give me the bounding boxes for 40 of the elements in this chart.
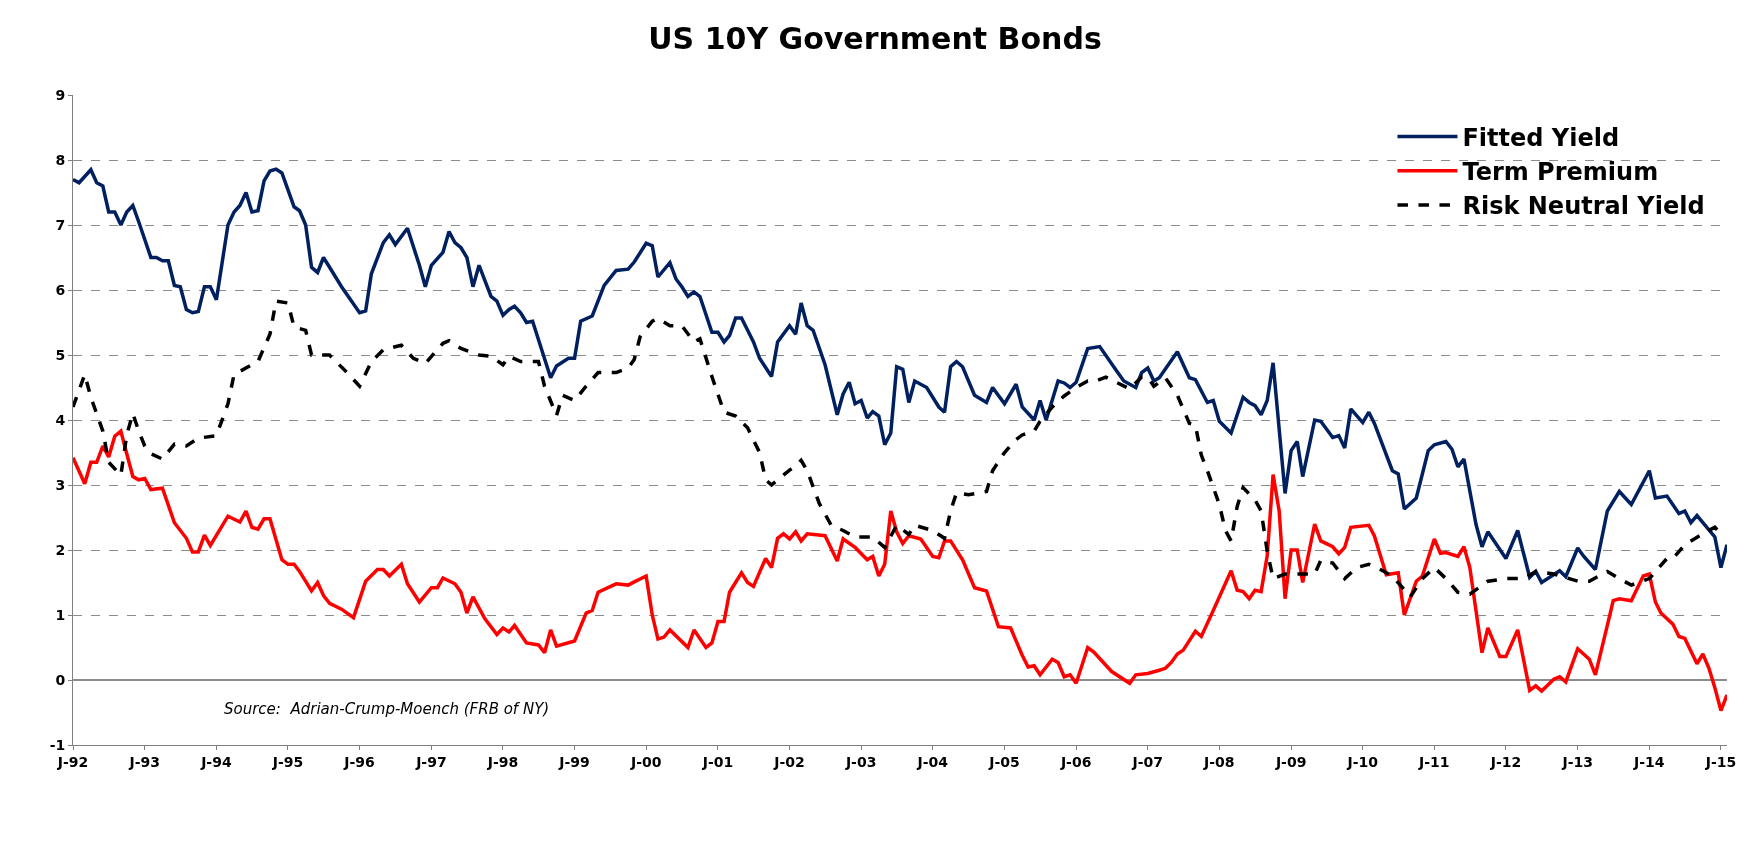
x-tick-label: J-13 (1561, 753, 1593, 770)
x-tick-label: J-10 (1346, 753, 1379, 770)
x-tick-label: J-08 (1203, 753, 1235, 770)
x-tick-label: J-96 (343, 753, 375, 770)
y-tick-label: 5 (55, 346, 66, 363)
x-tick-label: J-02 (773, 753, 805, 770)
y-tick-label: 1 (55, 606, 66, 623)
legend-label: Risk Neutral Yield (1462, 192, 1705, 221)
x-tick-label: J-06 (1059, 753, 1092, 770)
x-tick-label: J-01 (701, 753, 734, 770)
x-tick-label: J-99 (558, 753, 590, 770)
x-tick-label: J-05 (988, 753, 1020, 770)
y-tick-label: 3 (55, 476, 66, 493)
y-tick-label: 4 (55, 411, 66, 428)
x-tick-label: J-03 (844, 753, 877, 770)
chart-title: US 10Y Government Bonds (648, 20, 1102, 56)
y-tick-label: 9 (55, 86, 66, 103)
x-tick-label: J-93 (128, 753, 161, 770)
x-tick-label: J-09 (1274, 753, 1307, 770)
x-tick-label: J-07 (1131, 753, 1164, 770)
x-tick-label: J-00 (629, 753, 662, 770)
annotation: Source: Adrian-Crump-Moench (FRB of NY) (224, 700, 550, 718)
x-tick-label: J-94 (200, 753, 232, 770)
legend-label: Fitted Yield (1462, 123, 1620, 152)
legend-label: Term Premium (1462, 158, 1659, 187)
y-tick-label: 8 (55, 151, 66, 168)
y-tick-label: 2 (55, 541, 66, 558)
x-tick-label: J-15 (1704, 753, 1737, 770)
x-tick-label: J-14 (1633, 753, 1665, 770)
x-tick-label: J-92 (56, 753, 89, 770)
x-tick-label: J-95 (271, 753, 304, 770)
x-tick-label: J-12 (1489, 753, 1522, 770)
x-tick-label: J-97 (415, 753, 447, 770)
x-tick-label: J-04 (916, 753, 949, 770)
y-tick-label: 0 (55, 671, 66, 688)
y-tick-label: 6 (55, 281, 66, 298)
x-tick-label: J-11 (1418, 753, 1450, 770)
y-tick-label: 7 (55, 216, 66, 233)
y-tick-label: -1 (49, 736, 66, 753)
x-tick-label: J-98 (486, 753, 519, 770)
